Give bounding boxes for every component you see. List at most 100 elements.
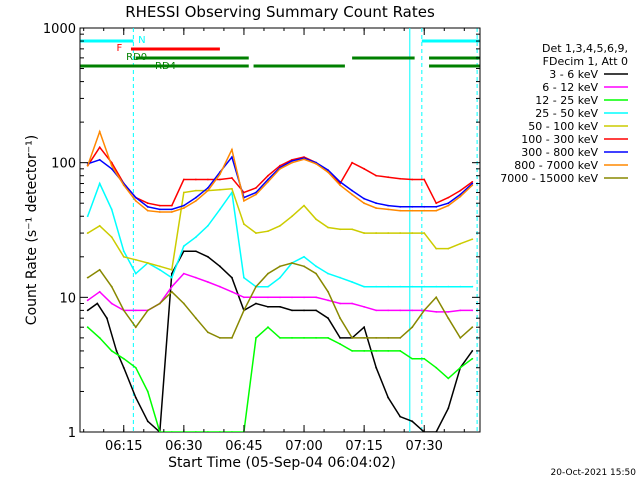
- rd4-label: RD4: [155, 61, 176, 72]
- legend-entry-label: 7000 - 15000 keV: [500, 172, 598, 185]
- data-point: [255, 186, 257, 189]
- data-point: [86, 309, 89, 312]
- data-point: [146, 202, 149, 205]
- legend-header-line: Det 1,3,4,5,6,9,: [542, 42, 628, 55]
- data-point: [327, 169, 329, 172]
- data-point: [98, 290, 101, 293]
- data-point: [134, 326, 137, 329]
- data-point: [351, 193, 354, 196]
- data-point: [375, 336, 378, 339]
- data-point: [291, 161, 293, 164]
- data-point: [170, 268, 173, 271]
- data-point: [471, 238, 474, 241]
- x-tick-label: 07:00: [285, 439, 322, 454]
- data-point: [315, 265, 317, 268]
- data-point: [399, 209, 402, 212]
- data-point: [86, 164, 89, 167]
- data-point: [206, 178, 209, 181]
- data-point: [267, 326, 269, 329]
- data-point: [243, 296, 245, 299]
- data-point: [399, 232, 402, 234]
- data-point: [327, 272, 329, 275]
- data-point: [158, 302, 161, 305]
- data-point: [399, 285, 402, 288]
- data-point: [351, 161, 354, 164]
- data-point: [206, 255, 209, 258]
- data-point: [339, 336, 341, 339]
- data-point: [86, 215, 89, 218]
- data-point: [411, 326, 414, 329]
- data-point: [315, 309, 317, 312]
- legend-header-line: FDecim 1, Att 0: [543, 55, 628, 68]
- data-point: [351, 336, 354, 339]
- data-point: [435, 285, 438, 288]
- data-point: [122, 255, 125, 258]
- data-point: [86, 232, 89, 234]
- data-point: [206, 186, 209, 189]
- data-point: [459, 242, 462, 245]
- data-point: [279, 336, 281, 339]
- data-point: [267, 180, 269, 183]
- data-point: [399, 415, 402, 418]
- data-point: [170, 272, 173, 275]
- data-point: [267, 230, 269, 233]
- data-point: [182, 245, 185, 248]
- data-point: [170, 204, 173, 207]
- data-point: [447, 285, 450, 288]
- data-point: [158, 204, 161, 207]
- data-point: [339, 317, 341, 320]
- data-point: [194, 317, 197, 320]
- data-point: [243, 200, 245, 202]
- data-point: [291, 309, 293, 312]
- data-point: [423, 357, 426, 360]
- data-point: [267, 305, 269, 308]
- data-point: [122, 250, 125, 253]
- data-point: [255, 302, 257, 305]
- series-line-4: [86, 181, 473, 288]
- data-point: [219, 178, 221, 181]
- data-point: [115, 350, 118, 352]
- data-point: [134, 366, 137, 369]
- data-point: [375, 366, 378, 369]
- data-point: [387, 176, 390, 179]
- x-tick-label: 07:30: [405, 439, 442, 454]
- data-point: [315, 336, 317, 339]
- data-point: [411, 209, 414, 212]
- data-point: [194, 178, 197, 181]
- data-point: [291, 215, 293, 218]
- data-point: [363, 197, 366, 200]
- data-point: [231, 290, 233, 293]
- data-point: [206, 224, 209, 227]
- y-tick-label: 1000: [43, 22, 76, 37]
- data-point: [447, 202, 450, 205]
- data-point: [351, 281, 354, 283]
- data-point: [387, 204, 390, 207]
- data-point: [339, 180, 341, 183]
- data-point: [327, 171, 329, 174]
- data-point: [96, 302, 99, 305]
- legend-entry-label: 12 - 25 keV: [535, 94, 598, 107]
- data-point: [134, 272, 137, 275]
- data-point: [363, 167, 366, 170]
- data-point: [315, 272, 317, 275]
- y-axis-label: Count Rate (s⁻¹ detector⁻¹): [24, 135, 40, 325]
- data-point: [98, 336, 101, 339]
- data-point: [243, 191, 245, 194]
- data-point: [471, 285, 474, 288]
- data-point: [351, 189, 354, 192]
- data-point: [303, 309, 305, 312]
- data-point: [122, 184, 125, 187]
- data-point: [315, 162, 317, 165]
- data-point: [279, 167, 281, 170]
- data-point: [206, 331, 209, 334]
- footer-date: 20-Oct-2021 15:50: [551, 468, 637, 478]
- data-point: [423, 309, 426, 312]
- data-point: [327, 317, 329, 320]
- data-point: [219, 173, 221, 176]
- data-point: [158, 208, 161, 211]
- data-point: [435, 431, 438, 432]
- data-point: [134, 396, 137, 399]
- series-line-6: [87, 146, 473, 207]
- legend-entry-label: 100 - 300 keV: [521, 133, 598, 146]
